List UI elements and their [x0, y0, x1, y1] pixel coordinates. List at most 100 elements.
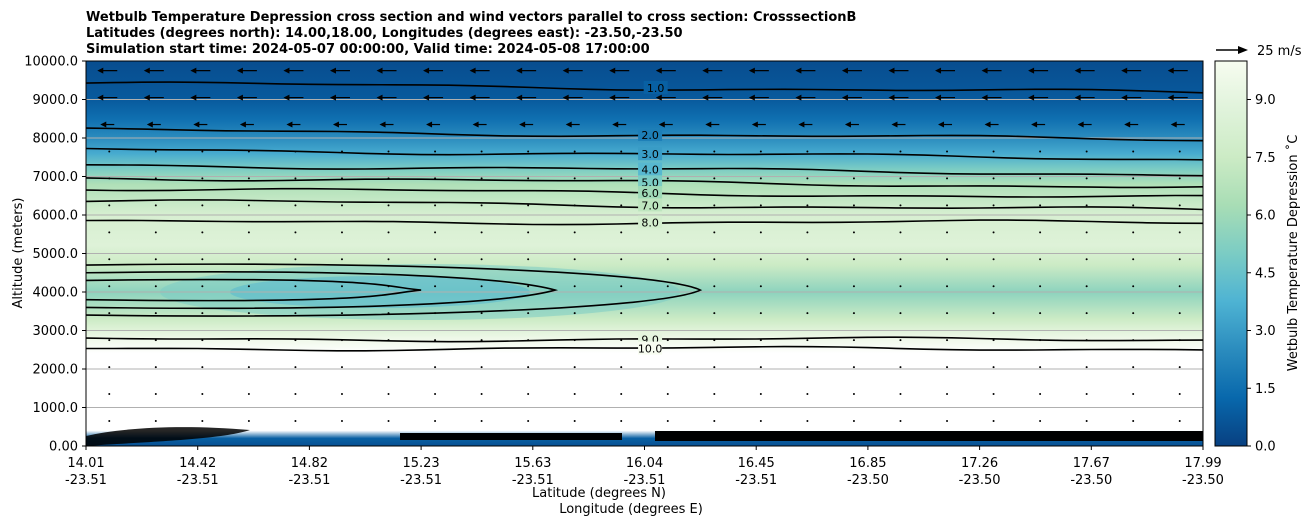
colorbar-ticks: 0.0 1.5 3.0 4.5 6.0 7.5 9.0 [1247, 93, 1276, 455]
wind-vector-head [423, 94, 430, 101]
wind-vector [201, 366, 204, 369]
wind-vector [294, 204, 297, 207]
wind-vector-head [705, 121, 712, 128]
wind-vector [480, 419, 483, 422]
wind-vector-head [1077, 121, 1084, 128]
wind-vector [434, 393, 437, 396]
y-tick-label: 1000.0 [33, 401, 79, 416]
wind-vector [1085, 419, 1088, 422]
wind-vector-head [516, 67, 523, 74]
wind-vector [852, 204, 855, 207]
wind-vector [201, 204, 204, 207]
wind-vector [946, 177, 949, 180]
wind-vector [247, 339, 250, 342]
wind-vector [713, 150, 716, 153]
wind-vector [154, 177, 157, 180]
wind-vector [1039, 366, 1042, 369]
wind-vector [992, 258, 995, 261]
wind-vector-head [798, 121, 805, 128]
contour-label-bg [638, 198, 663, 212]
wind-vector [713, 177, 716, 180]
wind-vector-head [562, 94, 569, 101]
x-tick-label-lat: 15.63 [514, 456, 551, 471]
y-tick-label: 2000.0 [33, 363, 79, 378]
wind-vector [852, 258, 855, 261]
wind-vector-head [519, 121, 526, 128]
wind-vector [247, 150, 250, 153]
wind-vector [1178, 231, 1181, 234]
wind-vector [294, 258, 297, 261]
wind-vector [247, 419, 250, 422]
wind-vector [480, 366, 483, 369]
wind-vector [480, 312, 483, 315]
wind-vector-head [283, 94, 290, 101]
wind-vector [247, 204, 250, 207]
wind-vector [1178, 419, 1181, 422]
wind-vector [247, 231, 250, 234]
wind-vector [340, 393, 343, 396]
y-tick-label: 10000.0 [24, 55, 78, 70]
wind-vector-head [658, 121, 665, 128]
x-tick-label-lon: -23.50 [959, 473, 1001, 488]
wind-vector [108, 285, 111, 288]
contour-labels: 1.02.03.04.05.06.07.08.09.010.0 [638, 80, 668, 356]
wind-vector [713, 366, 716, 369]
wind-vector [108, 177, 111, 180]
y-tick-label: 4000.0 [33, 286, 79, 301]
surface-contour-band-mid [400, 433, 622, 440]
wind-vector [666, 177, 669, 180]
x-tick-label-lon: -23.51 [735, 473, 777, 488]
wind-vector [852, 366, 855, 369]
wind-vector [992, 204, 995, 207]
colorbar-tick-label: 0.0 [1255, 440, 1276, 455]
wind-vector-head [891, 121, 898, 128]
wind-vector [806, 231, 809, 234]
wind-vector [1178, 150, 1181, 153]
wind-vector-head [609, 67, 616, 74]
wind-vector [573, 258, 576, 261]
wind-vector [201, 393, 204, 396]
wind-vector [247, 285, 250, 288]
wind-vector [340, 204, 343, 207]
wind-vector-head [143, 94, 150, 101]
wind-vector-head [702, 94, 709, 101]
wind-key-arrow-icon [1238, 46, 1248, 54]
wind-vector [1039, 419, 1042, 422]
contour-label-bg [638, 147, 663, 161]
wind-vector [620, 339, 623, 342]
wind-vector [154, 204, 157, 207]
contour-label: 1.0 [647, 82, 665, 95]
wind-vector [852, 312, 855, 315]
colorbar-tick-label: 4.5 [1255, 266, 1276, 281]
wind-vector [340, 312, 343, 315]
wind-vector [294, 150, 297, 153]
wind-vector [666, 366, 669, 369]
wind-vector [1039, 204, 1042, 207]
wind-vector [899, 204, 902, 207]
wind-vector [294, 231, 297, 234]
wind-vector-head [423, 67, 430, 74]
wind-vector [434, 419, 437, 422]
wind-vector [666, 258, 669, 261]
wind-vector-head [655, 94, 662, 101]
wind-vector [713, 312, 716, 315]
wind-vector [340, 339, 343, 342]
wind-vector [899, 231, 902, 234]
contour-label: 10.0 [638, 343, 663, 356]
x-tick-label-lat: 14.01 [67, 456, 104, 471]
wind-vector [434, 150, 437, 153]
wind-vector [527, 150, 530, 153]
wind-vector [434, 204, 437, 207]
wind-vector [1039, 258, 1042, 261]
wind-vector [387, 419, 390, 422]
wind-vector [294, 366, 297, 369]
wind-vector [806, 177, 809, 180]
wind-vector [1178, 177, 1181, 180]
moist-layer-contour [86, 263, 703, 317]
wind-vector [1085, 393, 1088, 396]
wind-vector [1085, 312, 1088, 315]
wind-vector [154, 393, 157, 396]
wind-vector [108, 204, 111, 207]
contour-label: 4.0 [641, 164, 659, 177]
wind-key: 25 m/s [1216, 44, 1302, 59]
